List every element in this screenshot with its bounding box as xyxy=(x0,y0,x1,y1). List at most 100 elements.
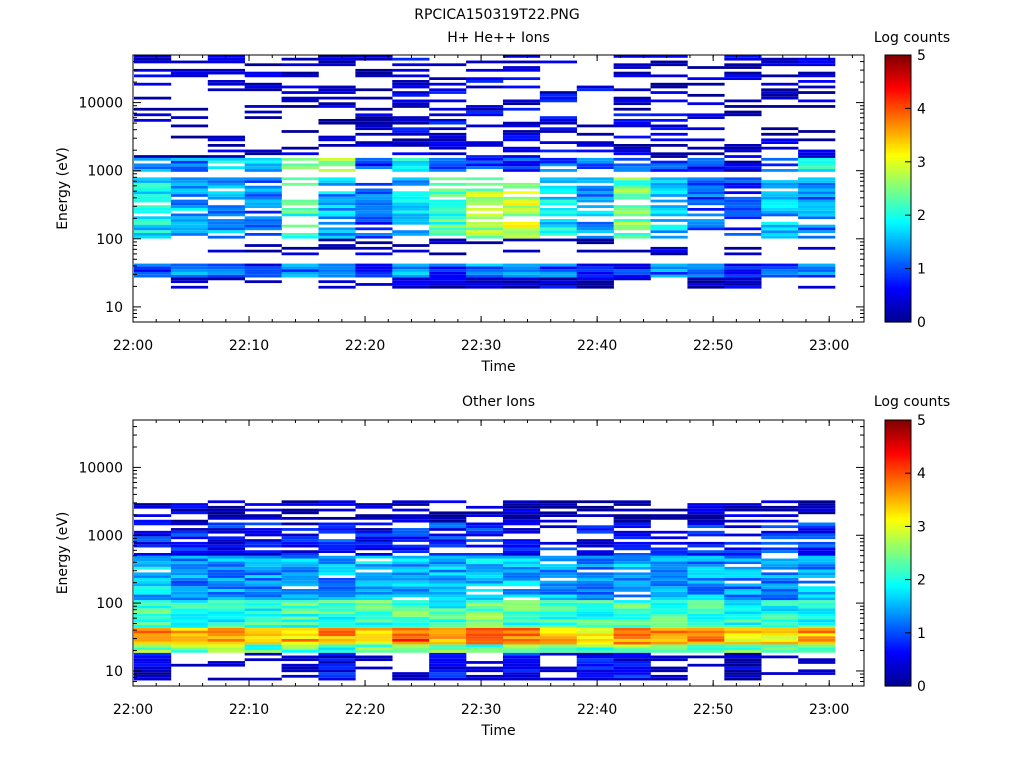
heatmap-cell xyxy=(539,202,578,206)
heatmap-cell xyxy=(466,271,504,275)
heatmap-cell xyxy=(170,188,209,192)
heatmap-cell xyxy=(355,530,393,534)
heatmap-cell xyxy=(502,185,541,189)
heatmap-cell xyxy=(724,672,762,675)
heatmap-cell xyxy=(466,188,504,192)
heatmap-cell xyxy=(650,622,688,626)
heatmap-cell xyxy=(392,564,430,567)
heatmap-cell xyxy=(724,594,762,598)
heatmap-cell xyxy=(244,210,282,214)
heatmap-cell xyxy=(429,580,467,584)
heatmap-cell xyxy=(318,602,356,606)
colorbar-step xyxy=(885,57,911,61)
heatmap-cell xyxy=(134,633,172,637)
heatmap-cell xyxy=(613,525,651,529)
heatmap-cell xyxy=(207,149,245,153)
heatmap-cell xyxy=(761,266,799,270)
colorbar-step xyxy=(885,488,911,492)
colorbar-step xyxy=(885,466,911,470)
heatmap-cell xyxy=(539,99,578,103)
heatmap-cell xyxy=(429,269,467,272)
heatmap-cell xyxy=(392,508,430,512)
heatmap-cell xyxy=(392,544,430,548)
heatmap-cell xyxy=(650,580,688,584)
heatmap-cell xyxy=(207,157,245,161)
heatmap-cell xyxy=(392,589,430,592)
heatmap-cell xyxy=(466,613,504,617)
heatmap-cell xyxy=(798,85,836,89)
heatmap-cell xyxy=(502,207,541,211)
heatmap-cell xyxy=(281,619,319,623)
heatmap-cell xyxy=(429,160,467,164)
heatmap-cell xyxy=(170,591,209,595)
heatmap-cell xyxy=(318,205,356,208)
heatmap-cell xyxy=(392,210,430,214)
heatmap-cell xyxy=(244,194,282,197)
heatmap-cell xyxy=(687,199,725,203)
heatmap-cell xyxy=(134,663,172,667)
heatmap-cell xyxy=(724,649,762,653)
heatmap-cell xyxy=(650,605,688,609)
heatmap-cell xyxy=(539,503,578,506)
heatmap-cell xyxy=(429,157,467,161)
heatmap-cell xyxy=(244,600,282,603)
heatmap-cell xyxy=(502,564,541,567)
heatmap-cell xyxy=(429,616,467,620)
heatmap-cell xyxy=(281,508,319,512)
colorbar-step xyxy=(885,617,911,621)
heatmap-cell xyxy=(392,649,430,653)
heatmap-cell xyxy=(244,602,282,606)
heatmap-cell xyxy=(207,155,245,158)
heatmap-cell xyxy=(576,157,614,161)
heatmap-cell xyxy=(170,508,209,512)
heatmap-cell xyxy=(724,558,762,562)
heatmap-cell xyxy=(318,677,356,681)
heatmap-cell xyxy=(170,622,209,626)
heatmap-cell xyxy=(798,641,836,645)
heatmap-cell xyxy=(539,199,578,203)
heatmap-cell xyxy=(466,177,504,181)
heatmap-cell xyxy=(687,163,725,167)
heatmap-cell xyxy=(576,641,614,645)
heatmap-cell xyxy=(355,600,393,603)
heatmap-cell xyxy=(687,622,725,626)
heatmap-cell xyxy=(281,647,319,650)
heatmap-cell xyxy=(724,619,762,623)
heatmap-cell xyxy=(761,558,799,562)
heatmap-cell xyxy=(170,227,209,231)
heatmap-cell xyxy=(429,594,467,598)
heatmap-cell xyxy=(170,202,209,206)
heatmap-cell xyxy=(613,55,651,58)
colorbar-step xyxy=(885,141,911,145)
heatmap-cell xyxy=(650,124,688,128)
heatmap-cell xyxy=(466,182,504,186)
heatmap-cell xyxy=(576,611,614,614)
heatmap-cell xyxy=(650,600,688,603)
heatmap-cell xyxy=(134,55,172,58)
colorbar-step xyxy=(885,273,911,276)
colorbar-step xyxy=(885,437,911,441)
heatmap-cell xyxy=(429,636,467,639)
heatmap-cell xyxy=(318,235,356,239)
colorbar-frame xyxy=(884,54,912,323)
colorbar-step xyxy=(885,168,911,172)
heatmap-cell xyxy=(687,280,725,284)
heatmap-cell xyxy=(502,636,541,639)
heatmap-cell xyxy=(207,160,245,164)
heatmap-cell xyxy=(798,522,836,526)
heatmap-cell xyxy=(687,575,725,578)
heatmap-cell xyxy=(650,207,688,211)
heatmap-cell xyxy=(687,636,725,639)
colorbar-step xyxy=(885,426,911,430)
heatmap-cell xyxy=(170,74,209,78)
heatmap-cell xyxy=(466,227,504,231)
heatmap-cell xyxy=(392,561,430,565)
heatmap-cell xyxy=(724,669,762,673)
heatmap-cell xyxy=(724,169,762,172)
x-tick-label: 22:00 xyxy=(113,702,153,718)
heatmap-cell xyxy=(650,177,688,181)
heatmap-cell xyxy=(318,63,356,67)
heatmap-cell xyxy=(244,274,282,278)
heatmap-cell xyxy=(613,558,651,562)
heatmap-cell xyxy=(170,116,209,119)
